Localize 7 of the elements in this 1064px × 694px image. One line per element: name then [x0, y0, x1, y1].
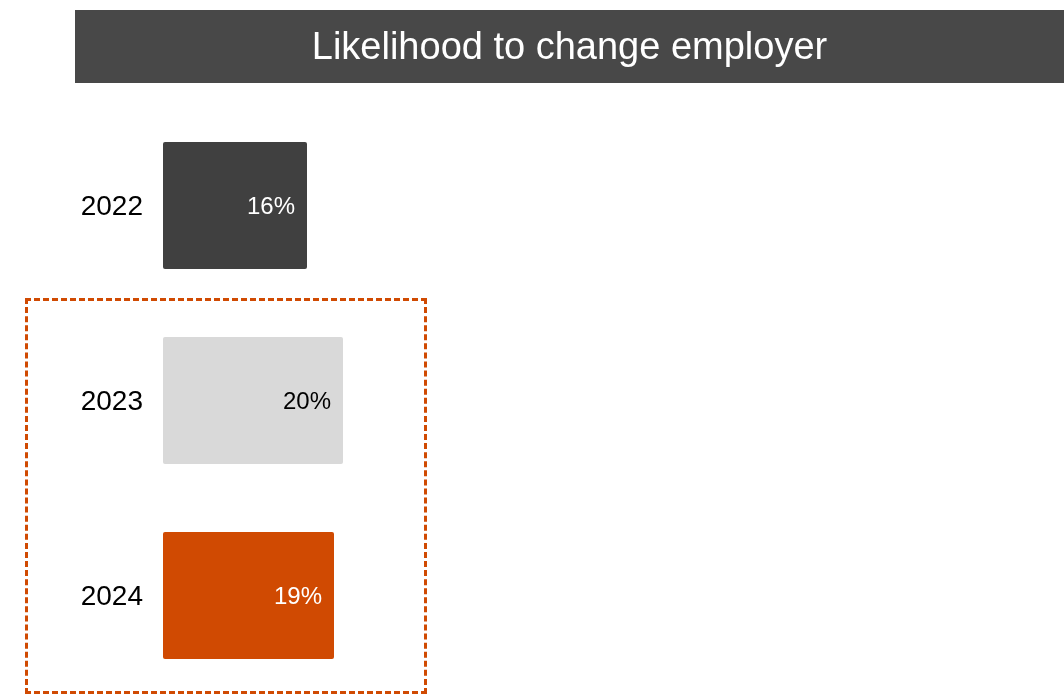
data-label: 20% — [282, 387, 331, 414]
data-label: 16% — [246, 192, 295, 219]
y-tick-label: 2023 — [80, 385, 143, 416]
y-tick-label: 2024 — [80, 580, 143, 611]
y-tick-label: 2022 — [80, 190, 143, 221]
data-label: 19% — [273, 582, 322, 609]
text: Likelihood to change employer — [75, 10, 1064, 83]
